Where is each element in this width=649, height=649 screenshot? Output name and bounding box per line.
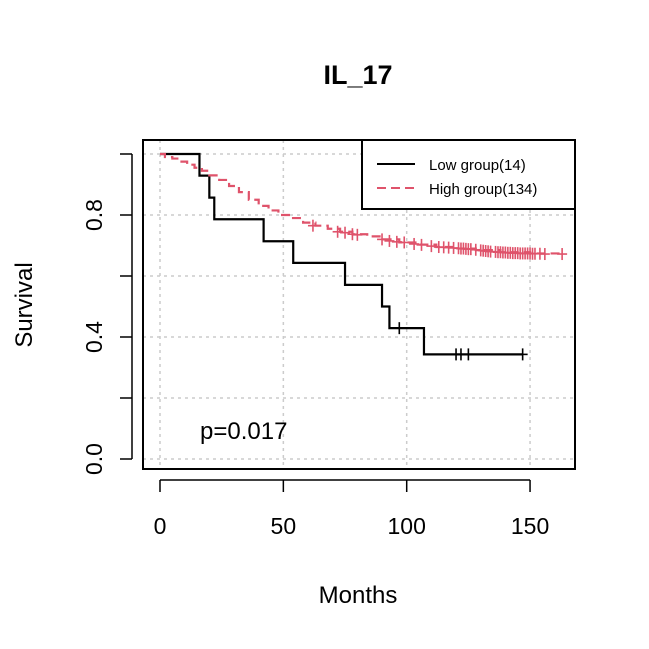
x-tick-label: 50 <box>271 513 297 539</box>
survival-curve-low <box>160 152 523 356</box>
x-axis-label: Months <box>319 582 398 609</box>
plot-frame <box>142 139 576 470</box>
y-axis-label: Survival <box>11 262 38 347</box>
x-tick-label: 150 <box>511 513 549 539</box>
chart-title: IL_17 <box>323 60 392 90</box>
x-tick-label: 100 <box>388 513 426 539</box>
p-value-annotation: p=0.017 <box>200 418 287 445</box>
y-axis: 0.0 0.4 0.8 <box>81 153 133 475</box>
legend-label-low: Low group(14) <box>429 157 526 174</box>
x-axis: 0 50 100 150 <box>154 479 549 539</box>
legend-box <box>361 139 576 210</box>
legend: Low group(14) High group(134) <box>361 139 576 210</box>
survival-curves <box>160 152 568 361</box>
x-tick-label: 0 <box>154 513 167 539</box>
y-tick-label: 0.0 <box>81 443 107 475</box>
y-tick-label: 0.8 <box>81 199 107 231</box>
y-tick-label: 0.4 <box>81 321 107 353</box>
legend-label-high: High group(134) <box>429 181 537 198</box>
